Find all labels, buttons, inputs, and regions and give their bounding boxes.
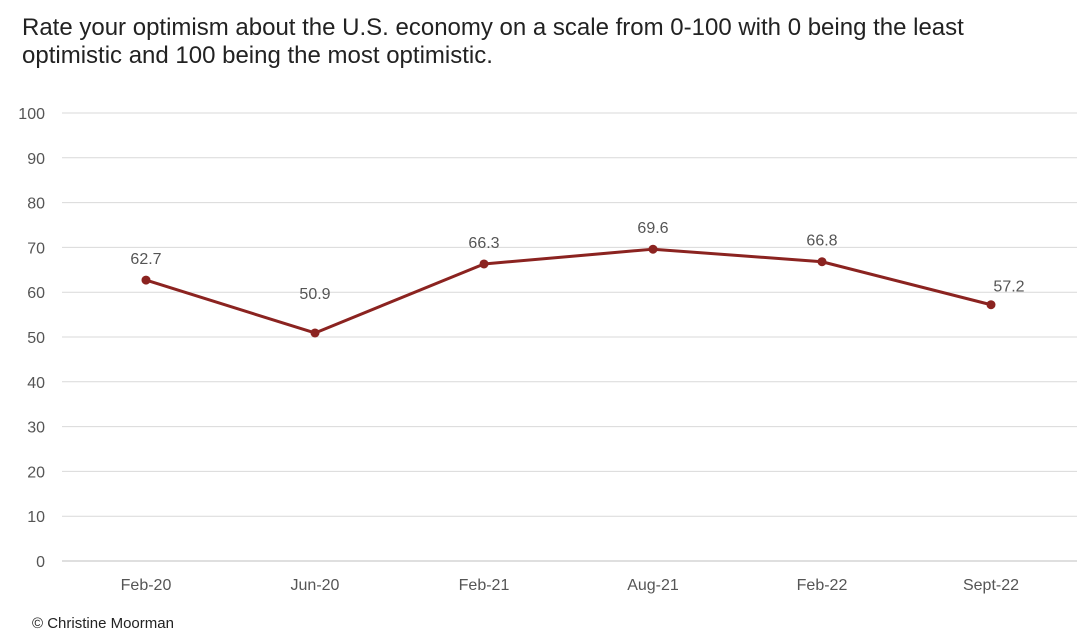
y-tick-label: 20 (27, 464, 45, 481)
y-tick-label: 90 (27, 151, 45, 168)
y-tick-label: 100 (18, 106, 45, 123)
data-point (986, 300, 996, 310)
data-label: 66.8 (806, 233, 837, 250)
y-tick-label: 40 (27, 375, 45, 392)
data-label: 69.6 (637, 220, 668, 237)
data-label: 66.3 (468, 235, 499, 252)
y-tick-label: 10 (27, 509, 45, 526)
gridlines (62, 112, 1077, 562)
x-axis-ticks: Feb-20 Jun-20 Feb-21 Aug-21 Feb-22 Sept-22 (121, 577, 1019, 594)
series-line (145, 247, 992, 335)
data-label: 62.7 (130, 251, 161, 268)
data-label: 57.2 (993, 279, 1024, 296)
data-point (479, 259, 489, 269)
x-tick-label: Feb-22 (797, 577, 848, 594)
y-tick-label: 80 (27, 196, 45, 213)
y-tick-label: 70 (27, 240, 45, 257)
y-axis-ticks: 0 10 20 30 40 50 60 70 80 90 100 (18, 106, 45, 571)
x-tick-label: Jun-20 (291, 577, 340, 594)
x-tick-label: Aug-21 (627, 577, 679, 594)
x-tick-label: Feb-21 (459, 577, 510, 594)
data-point (817, 257, 827, 267)
x-tick-label: Sept-22 (963, 577, 1019, 594)
chart-title: Rate your optimism about the U.S. econom… (22, 14, 964, 69)
copyright-credit: © Christine Moorman (32, 615, 174, 632)
data-labels: 62.7 50.9 66.3 69.6 66.8 57.2 (130, 220, 1024, 303)
x-tick-label: Feb-20 (121, 577, 172, 594)
data-label: 50.9 (299, 286, 330, 303)
data-point (310, 328, 320, 338)
y-tick-label: 50 (27, 330, 45, 347)
y-tick-label: 0 (36, 554, 45, 571)
data-point (648, 244, 658, 254)
y-tick-label: 60 (27, 285, 45, 302)
data-point (141, 275, 151, 285)
series-optimism (141, 244, 996, 338)
y-tick-label: 30 (27, 420, 45, 437)
